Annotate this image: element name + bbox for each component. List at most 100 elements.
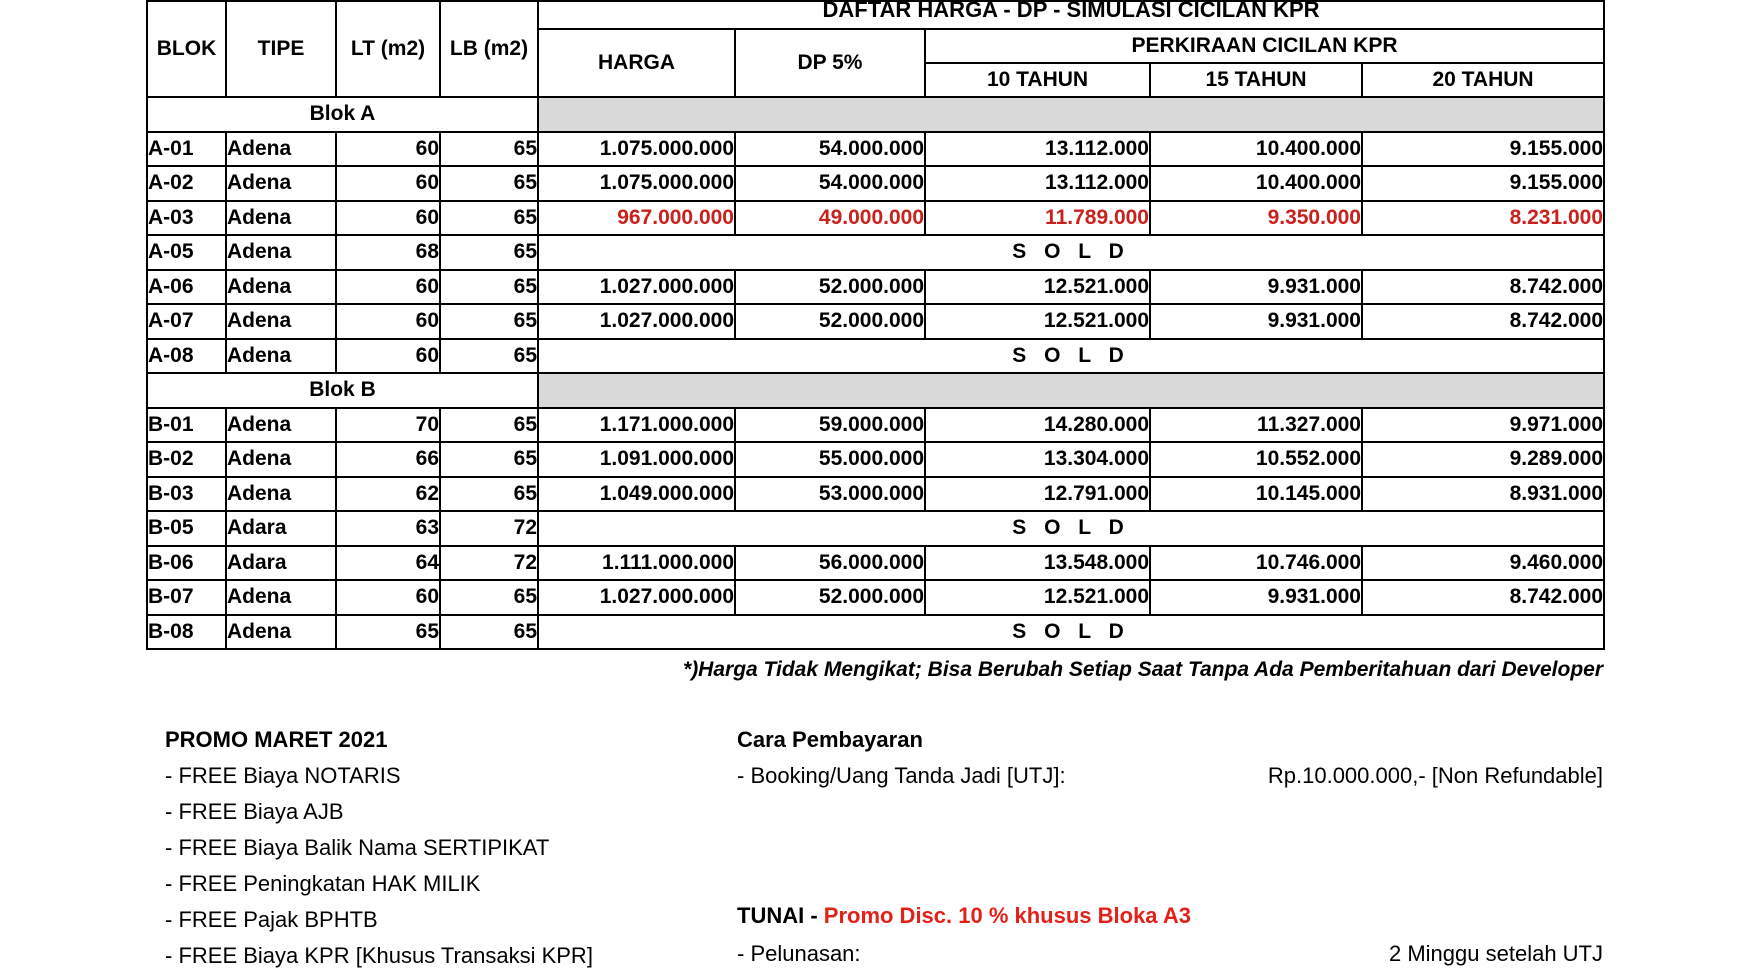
cell-lb: 65 bbox=[439, 475, 539, 512]
cell-harga: 1.075.000.000 bbox=[537, 130, 736, 167]
price-table-body: Blok A A-01 Adena 60 65 1.075.000.000 54.000.0… bbox=[146, 96, 1606, 650]
booking-value: Rp.10.000.000,- [Non Refundable] bbox=[1267, 763, 1603, 788]
header-blok: BLOK bbox=[146, 0, 227, 98]
header-harga: HARGA bbox=[537, 28, 736, 98]
cell-lb: 65 bbox=[439, 234, 539, 271]
cell-t15: 9.350.000 bbox=[1149, 199, 1363, 236]
header-cicilan-group: PERKIRAAN CICILAN KPR bbox=[923, 28, 1606, 64]
cell-harga: 1.075.000.000 bbox=[537, 165, 736, 202]
cell-blok: A-02 bbox=[146, 165, 227, 202]
cell-tipe: Adena bbox=[225, 406, 337, 443]
cell-t20: 8.931.000 bbox=[1360, 475, 1606, 512]
pelunasan-row: - Pelunasan: 2 Minggu setelah UTJ bbox=[737, 941, 1603, 967]
cell-t10: 13.112.000 bbox=[924, 130, 1151, 167]
section-gray-cell bbox=[536, 96, 1606, 133]
cell-t20: 9.289.000 bbox=[1360, 441, 1606, 478]
cell-dp: 52.000.000 bbox=[734, 579, 926, 616]
cell-t20: 8.742.000 bbox=[1360, 303, 1606, 340]
cell-harga: 1.049.000.000 bbox=[537, 475, 736, 512]
cell-tipe: Adena bbox=[225, 337, 337, 374]
cell-tipe: Adara bbox=[225, 544, 337, 581]
cell-lt: 68 bbox=[335, 234, 441, 271]
section-row: Blok A bbox=[146, 96, 1606, 133]
cell-lt: 60 bbox=[335, 337, 441, 374]
cell-blok: A-01 bbox=[146, 130, 227, 167]
cell-lb: 65 bbox=[439, 199, 539, 236]
section-label: Blok A bbox=[146, 96, 539, 133]
cell-harga: 1.027.000.000 bbox=[537, 268, 736, 305]
cell-tipe: Adena bbox=[225, 303, 337, 340]
cell-blok: A-05 bbox=[146, 234, 227, 271]
header-tipe: TIPE bbox=[225, 0, 337, 98]
cell-t10: 12.521.000 bbox=[924, 268, 1151, 305]
cell-t10: 14.280.000 bbox=[924, 406, 1151, 443]
cell-harga: 1.027.000.000 bbox=[537, 579, 736, 616]
cell-lb: 65 bbox=[439, 579, 539, 616]
table-row: A-07 Adena 60 65 1.027.000.000 52.000.000 12.5… bbox=[146, 303, 1606, 340]
cell-sold: S O L D bbox=[536, 234, 1606, 271]
cell-dp: 54.000.000 bbox=[734, 130, 926, 167]
pelunasan-label: - Pelunasan: bbox=[737, 941, 861, 966]
cell-dp: 52.000.000 bbox=[734, 303, 926, 340]
cell-blok: B-05 bbox=[146, 510, 227, 547]
cell-lt: 66 bbox=[335, 441, 441, 478]
booking-label: - Booking/Uang Tanda Jadi [UTJ]: bbox=[737, 763, 1066, 788]
cell-t20: 9.971.000 bbox=[1360, 406, 1606, 443]
cell-tipe: Adena bbox=[225, 441, 337, 478]
header-dp: DP 5% bbox=[734, 28, 926, 98]
cell-lb: 65 bbox=[439, 613, 539, 650]
cell-lt: 60 bbox=[335, 130, 441, 167]
table-row: B-03 Adena 62 65 1.049.000.000 53.000.000 12.7… bbox=[146, 475, 1606, 512]
cell-t10: 12.521.000 bbox=[924, 579, 1151, 616]
cell-harga: 967.000.000 bbox=[537, 199, 736, 236]
price-table: BLOK TIPE LT (m2) LB (m2) DAFTAR HARGA -… bbox=[146, 0, 1606, 650]
cell-t15: 10.746.000 bbox=[1149, 544, 1363, 581]
page-title: DAFTAR HARGA - DP - SIMULASI CICILAN KPR bbox=[822, 2, 1320, 22]
cell-t15: 10.552.000 bbox=[1149, 441, 1363, 478]
cell-lb: 65 bbox=[439, 268, 539, 305]
cell-lb: 65 bbox=[439, 303, 539, 340]
cell-lt: 62 bbox=[335, 475, 441, 512]
promo-item: - FREE Biaya Balik Nama SERTIPIKAT bbox=[165, 835, 550, 860]
promo-item: - FREE Biaya AJB bbox=[165, 799, 344, 824]
cell-tipe: Adena bbox=[225, 475, 337, 512]
cell-blok: A-08 bbox=[146, 337, 227, 374]
pelunasan-value: 2 Minggu setelah UTJ bbox=[1389, 941, 1603, 966]
cell-lt: 63 bbox=[335, 510, 441, 547]
cell-harga: 1.171.000.000 bbox=[537, 406, 736, 443]
cell-blok: B-07 bbox=[146, 579, 227, 616]
cell-t20: 8.742.000 bbox=[1360, 268, 1606, 305]
cell-t15: 10.400.000 bbox=[1149, 165, 1363, 202]
cell-t20: 8.231.000 bbox=[1360, 199, 1606, 236]
promo-item: - FREE Biaya KPR [Khusus Transaksi KPR] bbox=[165, 943, 593, 968]
header-10-tahun: 10 TAHUN bbox=[924, 62, 1151, 98]
cell-t10: 13.112.000 bbox=[924, 165, 1151, 202]
cell-t15: 9.931.000 bbox=[1149, 303, 1363, 340]
cell-lt: 65 bbox=[335, 613, 441, 650]
cell-lt: 60 bbox=[335, 579, 441, 616]
cell-t20: 9.155.000 bbox=[1360, 130, 1606, 167]
cell-dp: 52.000.000 bbox=[734, 268, 926, 305]
cell-lb: 65 bbox=[439, 130, 539, 167]
cell-t15: 9.931.000 bbox=[1149, 579, 1363, 616]
header-lt: LT (m2) bbox=[335, 0, 441, 98]
cell-lt: 60 bbox=[335, 165, 441, 202]
cell-dp: 53.000.000 bbox=[734, 475, 926, 512]
payment-title: Cara Pembayaran bbox=[737, 727, 923, 752]
cell-dp: 55.000.000 bbox=[734, 441, 926, 478]
cell-blok: A-03 bbox=[146, 199, 227, 236]
cell-lt: 60 bbox=[335, 199, 441, 236]
table-row: A-01 Adena 60 65 1.075.000.000 54.000.000 13.1… bbox=[146, 130, 1606, 167]
cell-lt: 70 bbox=[335, 406, 441, 443]
promo-title: PROMO MARET 2021 bbox=[165, 727, 388, 752]
table-row: A-05 Adena 68 65 S O L D bbox=[146, 234, 1606, 271]
table-row: B-01 Adena 70 65 1.171.000.000 59.000.000 14.2… bbox=[146, 406, 1606, 443]
cell-t20: 8.742.000 bbox=[1360, 579, 1606, 616]
cell-tipe: Adena bbox=[225, 268, 337, 305]
table-row: A-02 Adena 60 65 1.075.000.000 54.000.000 13.1… bbox=[146, 165, 1606, 202]
promo-item: - FREE Biaya NOTARIS bbox=[165, 763, 401, 788]
cell-harga: 1.091.000.000 bbox=[537, 441, 736, 478]
cell-harga: 1.027.000.000 bbox=[537, 303, 736, 340]
cell-dp: 56.000.000 bbox=[734, 544, 926, 581]
promo-item: - FREE Pajak BPHTB bbox=[165, 907, 378, 932]
